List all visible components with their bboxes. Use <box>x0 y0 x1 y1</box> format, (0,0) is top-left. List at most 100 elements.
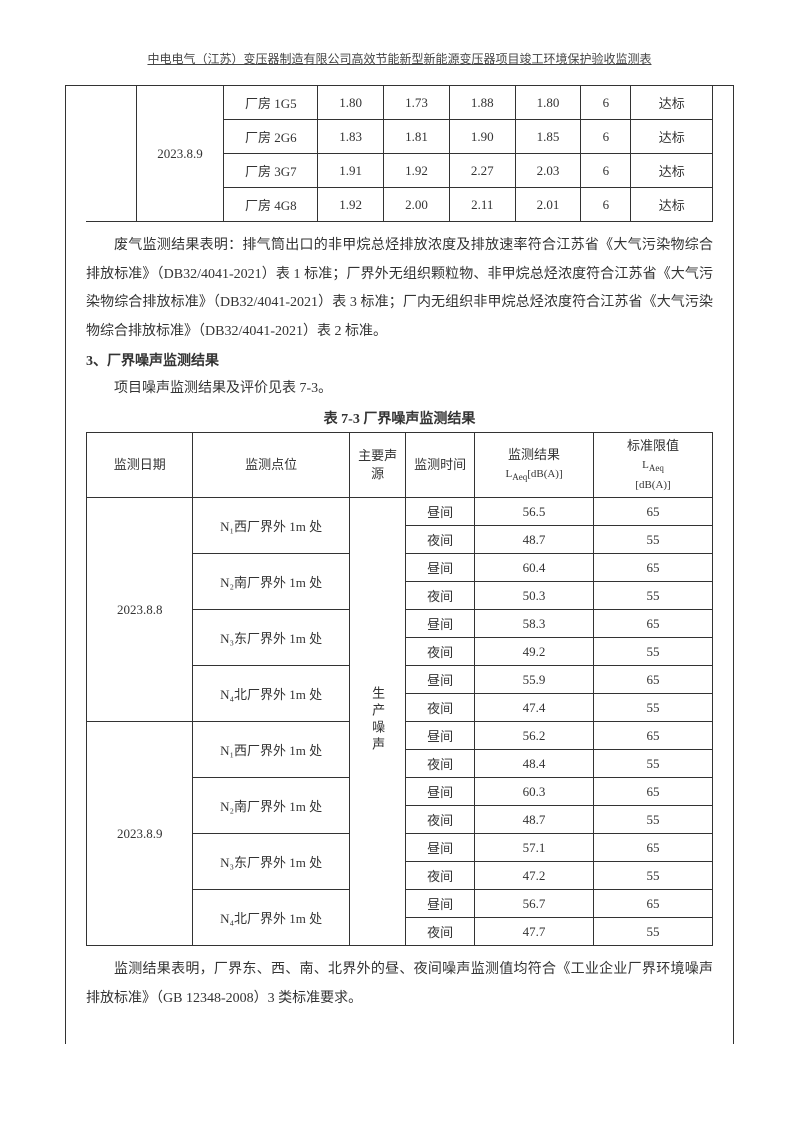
t2-time: 昼间 <box>406 722 475 750</box>
t2-lim: 55 <box>594 638 713 666</box>
exhaust-table: 2023.8.9 厂房 1G5 1.80 1.73 1.88 1.80 6 达标… <box>86 86 713 222</box>
t1-cell: 达标 <box>631 120 713 154</box>
t2-point: N₄北厂界外 1m 处 <box>193 666 350 722</box>
t1-cell: 厂房 3G7 <box>224 154 318 188</box>
t2-val: 56.7 <box>475 890 594 918</box>
t2-lim: 65 <box>594 722 713 750</box>
noise-summary: 监测结果表明，厂界东、西、南、北界外的昼、夜间噪声监测值均符合《工业企业厂界环境… <box>66 956 733 1013</box>
t2-val: 49.2 <box>475 638 594 666</box>
t2-val: 60.4 <box>475 554 594 582</box>
t2-val: 56.2 <box>475 722 594 750</box>
col-date: 监测日期 <box>87 433 193 498</box>
t2-lim: 55 <box>594 750 713 778</box>
t1-cell: 1.92 <box>318 188 384 222</box>
table-7-3-caption: 表 7-3 厂界噪声监测结果 <box>66 408 733 428</box>
t1-cell: 1.91 <box>318 154 384 188</box>
t1-cell: 达标 <box>631 154 713 188</box>
t2-source: 生产噪声 <box>349 498 405 946</box>
t2-time: 昼间 <box>406 498 475 526</box>
t1-cell: 2.00 <box>384 188 450 222</box>
t2-val: 58.3 <box>475 610 594 638</box>
col-limit: 标准限值 LAeq [dB(A)] <box>594 433 713 498</box>
t1-date: 2023.8.9 <box>136 86 224 222</box>
t1-cell: 1.90 <box>449 120 515 154</box>
t2-time: 昼间 <box>406 666 475 694</box>
table-header-row: 监测日期 监测点位 主要声源 监测时间 监测结果 LAeq[dB(A)] 标准限… <box>87 433 713 498</box>
t2-lim: 55 <box>594 694 713 722</box>
table-row: 2023.8.9 厂房 1G5 1.80 1.73 1.88 1.80 6 达标 <box>86 86 712 120</box>
t2-lim: 65 <box>594 610 713 638</box>
t2-lim: 65 <box>594 498 713 526</box>
t2-time: 夜间 <box>406 918 475 946</box>
t2-time: 夜间 <box>406 526 475 554</box>
t1-cell: 达标 <box>631 188 713 222</box>
t1-cell: 1.83 <box>318 120 384 154</box>
t2-time: 夜间 <box>406 750 475 778</box>
col-result: 监测结果 LAeq[dB(A)] <box>475 433 594 498</box>
t2-val: 56.5 <box>475 498 594 526</box>
t2-point: N₁西厂界外 1m 处 <box>193 722 350 778</box>
t2-time: 昼间 <box>406 778 475 806</box>
t2-val: 55.9 <box>475 666 594 694</box>
t1-cell: 达标 <box>631 86 713 120</box>
t2-lim: 65 <box>594 834 713 862</box>
t2-lim: 55 <box>594 806 713 834</box>
t1-cell: 6 <box>581 120 631 154</box>
t2-lim: 65 <box>594 666 713 694</box>
t2-date-2: 2023.8.9 <box>87 722 193 946</box>
t1-cell: 6 <box>581 188 631 222</box>
noise-table: 监测日期 监测点位 主要声源 监测时间 监测结果 LAeq[dB(A)] 标准限… <box>86 432 713 946</box>
t2-point: N₄北厂界外 1m 处 <box>193 890 350 946</box>
col-point: 监测点位 <box>193 433 350 498</box>
page-header: 中电电气（江苏）变压器制造有限公司高效节能新型新能源变压器项目竣工环境保护验收监… <box>65 50 734 67</box>
t1-cell: 1.73 <box>384 86 450 120</box>
t2-time: 昼间 <box>406 890 475 918</box>
table-row: 2023.8.8 N₁西厂界外 1m 处 生产噪声 昼间 56.5 65 <box>87 498 713 526</box>
t1-cell: 厂房 2G6 <box>224 120 318 154</box>
t1-cell: 2.11 <box>449 188 515 222</box>
t1-cell: 厂房 4G8 <box>224 188 318 222</box>
t2-time: 夜间 <box>406 694 475 722</box>
t1-cell: 1.88 <box>449 86 515 120</box>
t2-val: 47.7 <box>475 918 594 946</box>
t2-lim: 55 <box>594 918 713 946</box>
section-3-heading: 3、厂界噪声监测结果 <box>66 349 733 376</box>
t2-point: N₃东厂界外 1m 处 <box>193 610 350 666</box>
t1-cell: 2.03 <box>515 154 581 188</box>
t1-cell: 2.01 <box>515 188 581 222</box>
t2-val: 60.3 <box>475 778 594 806</box>
t2-date-1: 2023.8.8 <box>87 498 193 722</box>
t2-time: 夜间 <box>406 862 475 890</box>
t2-val: 48.4 <box>475 750 594 778</box>
t1-cell: 1.92 <box>384 154 450 188</box>
t2-lim: 65 <box>594 890 713 918</box>
t2-time: 夜间 <box>406 638 475 666</box>
t2-point: N₂南厂界外 1m 处 <box>193 554 350 610</box>
t2-lim: 55 <box>594 526 713 554</box>
t2-time: 昼间 <box>406 610 475 638</box>
t2-time: 昼间 <box>406 834 475 862</box>
t1-cell: 6 <box>581 154 631 188</box>
t2-val: 48.7 <box>475 526 594 554</box>
col-time: 监测时间 <box>406 433 475 498</box>
t2-time: 夜间 <box>406 582 475 610</box>
t2-val: 47.4 <box>475 694 594 722</box>
t2-point: N₃东厂界外 1m 处 <box>193 834 350 890</box>
content-frame: 2023.8.9 厂房 1G5 1.80 1.73 1.88 1.80 6 达标… <box>65 85 734 1044</box>
noise-intro: 项目噪声监测结果及评价见表 7-3。 <box>66 375 733 404</box>
t2-lim: 65 <box>594 554 713 582</box>
t1-cell: 厂房 1G5 <box>224 86 318 120</box>
t2-val: 57.1 <box>475 834 594 862</box>
t2-val: 48.7 <box>475 806 594 834</box>
t2-time: 夜间 <box>406 806 475 834</box>
t2-point: N₁西厂界外 1m 处 <box>193 498 350 554</box>
exhaust-summary: 废气监测结果表明：排气筒出口的非甲烷总烃排放浓度及排放速率符合江苏省《大气污染物… <box>66 232 733 347</box>
t1-cell: 1.80 <box>515 86 581 120</box>
t1-cell: 1.81 <box>384 120 450 154</box>
t2-lim: 55 <box>594 582 713 610</box>
t1-cell: 1.85 <box>515 120 581 154</box>
t2-val: 47.2 <box>475 862 594 890</box>
t1-cell: 2.27 <box>449 154 515 188</box>
t2-lim: 65 <box>594 778 713 806</box>
t1-cell: 6 <box>581 86 631 120</box>
